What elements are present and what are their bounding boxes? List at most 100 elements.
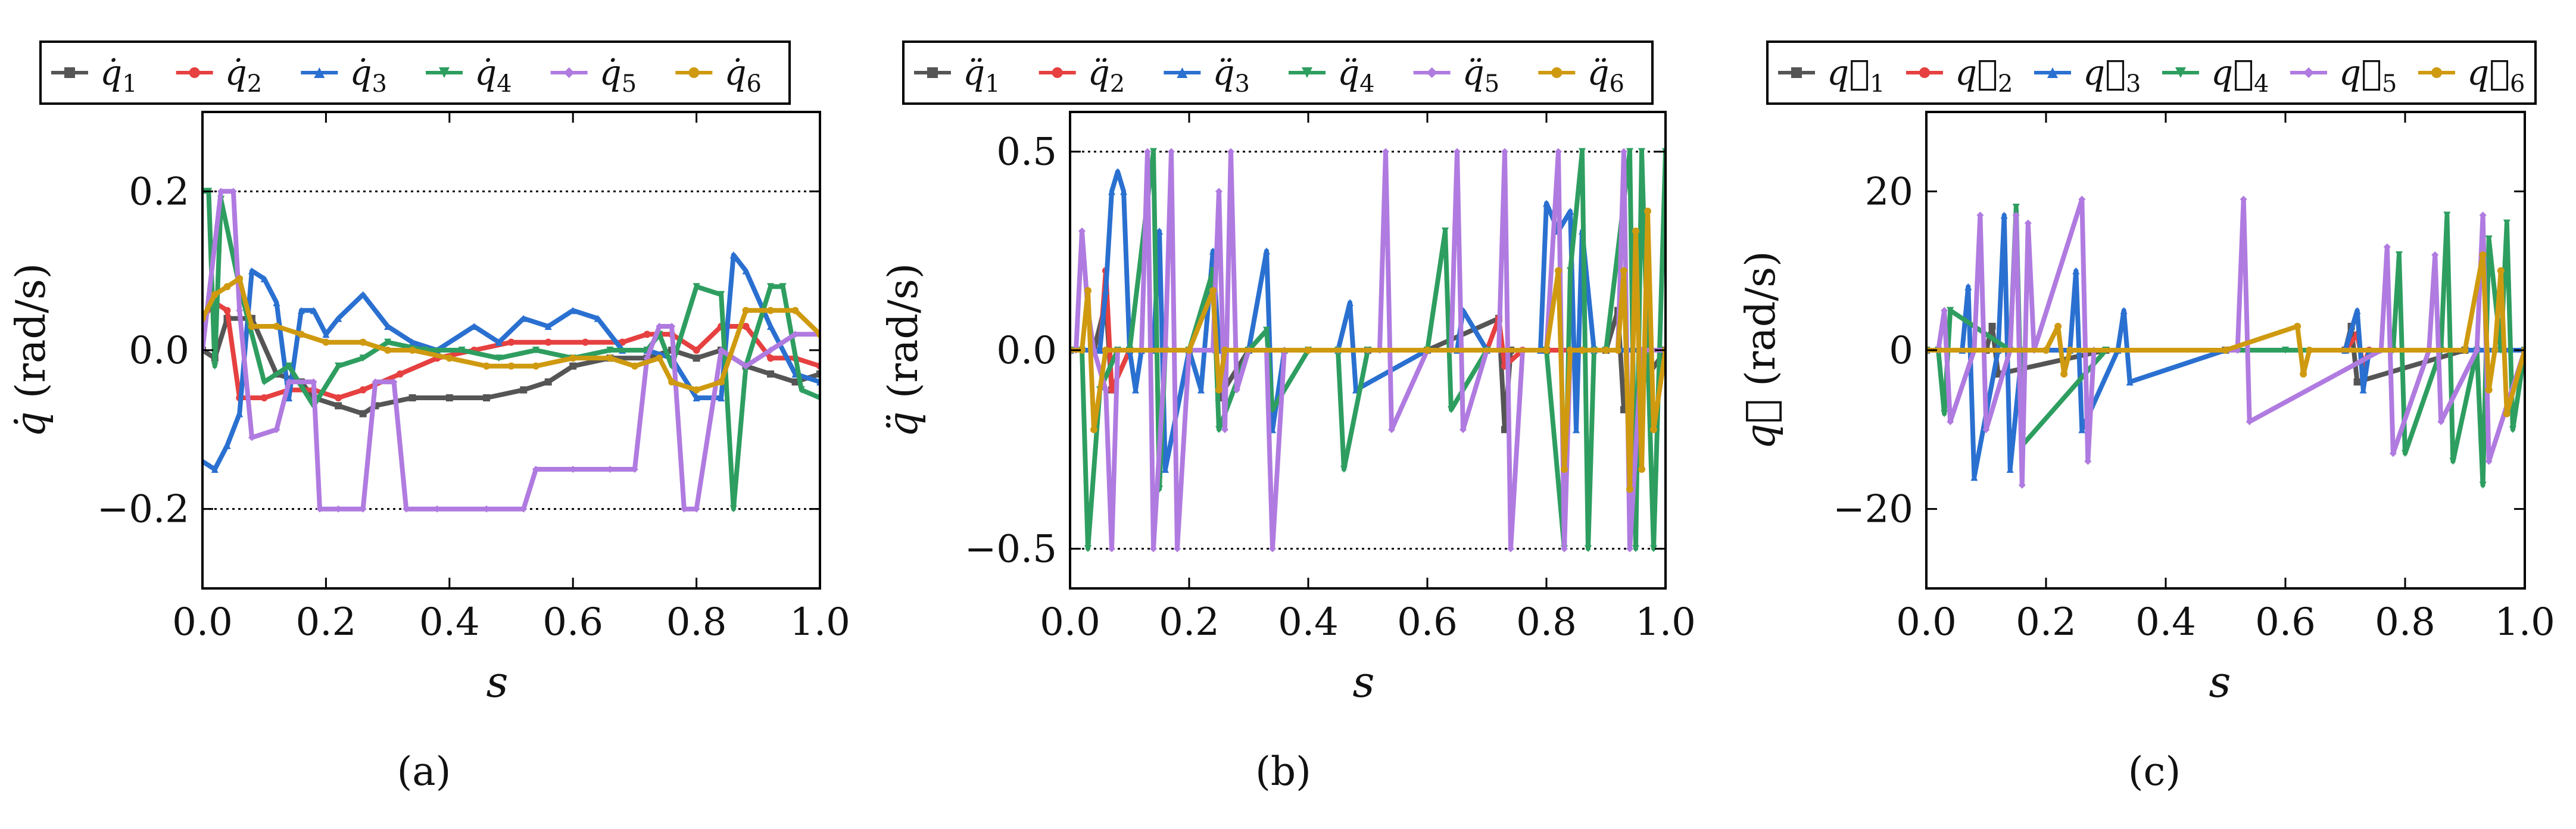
legend-marker-c-q3 [2047,67,2058,78]
point-a-q2-21 [767,354,775,362]
point-b-q5-29 [1388,426,1395,434]
point-b-q4-21 [1448,406,1455,413]
point-c-q5-17 [2246,418,2253,425]
legend-label-base-b-q1: q̈ [963,52,985,93]
ytick-label-c-0: −20 [1833,488,1913,532]
point-a-q3-14 [408,338,416,346]
legend-label-b-q1: q̈1 [963,52,1000,98]
point-b-q5-22 [1269,545,1276,553]
xlabel-c: s [2209,657,2231,707]
point-a-q6-8 [359,338,367,346]
point-a-q6-23 [767,307,775,314]
point-b-q4-11 [1215,426,1222,434]
legend-marker-a-q1 [64,67,75,78]
point-b-q5-33 [1459,426,1467,434]
point-a-q2-8 [359,386,367,394]
xtick-label-a-4: 0.8 [666,600,727,644]
legend-marker-a-q4 [439,67,450,78]
point-b-q4-27 [1585,545,1592,553]
point-c-q6-11 [2485,386,2493,394]
xtick-label-a-0: 0.0 [172,600,233,644]
series-line-a-q3 [202,253,820,472]
legend-label-c-q6: q⃛6 [2467,52,2525,98]
point-c-q5-2 [1941,307,1948,314]
point-a-q5-2 [229,188,237,195]
point-a-q2-7 [335,394,342,401]
legend-label-c-q1: q⃛1 [1827,52,1885,98]
point-b-q6-12 [1555,267,1562,275]
legend-label-base-b-q2: q̈ [1088,52,1110,93]
legend-label-base-c-q1: q⃛ [1827,52,1870,93]
point-b-q5-36 [1501,148,1508,155]
legend-label-a-q4: q̇4 [475,52,512,98]
legend-c: q⃛1 q⃛2 q⃛3 q⃛4 q⃛5 q⃛6 [1766,40,2537,105]
point-b-q6-5 [1186,347,1193,354]
point-a-q1-22 [767,370,775,378]
point-a-q5-9 [335,505,342,513]
point-a-q4-10 [384,338,392,346]
point-a-q2-18 [693,347,700,354]
point-b-q6-13 [1561,466,1568,473]
panel-b: 0.0 0.2 0.4 0.6 0.8 1.0−0.50.00.5sq̈ (rad/s)(… [880,40,1696,794]
xtick-label-b-2: 0.4 [1278,600,1339,644]
point-b-q6-14 [1567,347,1574,354]
point-b-q5-13 [1174,545,1181,553]
series-group-a [202,188,820,513]
point-b-q5-5 [1102,386,1109,394]
point-a-q1-13 [520,386,528,394]
legend-label-base-c-q3: q⃛ [2083,52,2126,93]
point-a-q6-5 [273,323,280,330]
point-c-q4-20 [2509,426,2516,434]
point-b-q6-21 [1638,466,1645,473]
legend-label-sub-a-q3: 3 [372,70,386,98]
point-c-q3-10 [2078,426,2086,434]
point-c-q4-16 [2479,481,2487,489]
point-c-q3-2 [1964,283,1972,291]
point-a-q3-19 [544,323,552,330]
legend-label-c-q4: q⃛4 [2211,52,2269,98]
legend-label-a-q6: q̇6 [724,52,762,98]
point-a-q5-6 [285,378,293,386]
point-b-q6-2 [1084,287,1091,294]
point-b-q6-18 [1620,267,1627,275]
legend-marker-c-q6 [2431,67,2442,78]
ylabel-a: q̇ (rad/s) [8,263,55,438]
point-b-q3-4 [1114,168,1121,175]
point-b-q4-33 [1650,545,1657,553]
legend-label-sub-a-q6: 6 [746,70,761,98]
point-b-q6-1 [1078,347,1086,354]
point-a-q6-14 [532,362,539,370]
xlabel-b: s [1353,657,1375,707]
point-a-q6-15 [569,354,577,362]
point-a-q6-17 [631,362,638,370]
ytick-label-a-0: −0.2 [97,488,189,532]
point-c-q5-23 [2437,418,2445,425]
point-b-q6-17 [1614,347,1621,354]
series-line-c-q6 [1926,253,2525,416]
point-c-q1-2 [1988,323,1996,330]
point-c-q3-13 [2126,378,2134,386]
point-b-q3-10 [1156,227,1163,235]
point-b-q5-37 [1507,545,1514,553]
point-c-q4-3 [1947,307,1954,314]
legend-label-base-b-q6: q̈ [1587,52,1609,93]
point-c-q5-3 [1947,418,1954,425]
point-c-q6-6 [2294,323,2301,330]
point-a-q6-18 [656,354,663,362]
point-a-q5-10 [359,505,367,513]
point-b-q3-2 [1102,287,1109,294]
legend-label-sub-b-q3: 3 [1234,70,1249,98]
point-c-q6-1 [2042,347,2050,354]
series-group-b [1070,148,1666,553]
series-line-a-q4 [202,189,820,512]
point-a-q1-14 [544,378,552,386]
point-c-q3-9 [2072,267,2080,275]
legend-label-sub-c-q3: 3 [2126,70,2141,98]
legend-label-base-b-q3: q̈ [1212,52,1234,93]
point-c-q6-12 [2491,347,2499,354]
legend-marker-c-q1 [1791,67,1802,78]
legend-label-b-q5: q̈5 [1462,52,1500,98]
point-b-q5-28 [1382,148,1389,155]
point-a-q3-21 [594,314,601,322]
point-b-q5-41 [1561,545,1568,553]
